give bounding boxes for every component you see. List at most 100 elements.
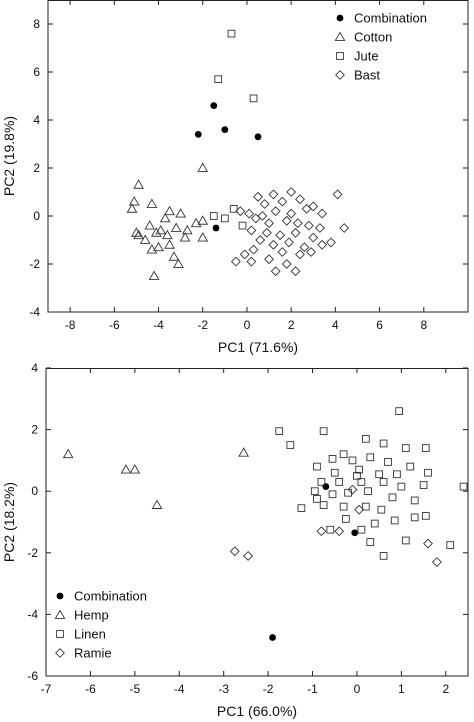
data-point-bast [290,266,301,277]
data-point-linen [319,427,328,435]
data-point-linen [319,501,328,509]
data-point-linen [406,462,415,471]
data-point-linen [401,536,410,545]
x-tick-label: 0 [244,318,251,332]
data-point-hemp [238,447,250,457]
data-point-linen [328,490,337,499]
data-point-linen [419,481,428,489]
x-tick-label: -4 [153,318,164,332]
legend-label-bast: Bast [354,68,380,83]
legend-label-hemp: Hemp [74,608,109,623]
data-point-bast [253,191,263,202]
data-point-bast [257,211,268,221]
y-tick-label: 4 [31,361,38,375]
data-point-linen [286,441,295,449]
data-point-bast [303,220,314,231]
data-point-cotton [126,203,138,213]
data-point-linen [328,455,337,463]
x-tick-label: -6 [85,682,96,696]
data-point-bast [281,259,292,269]
data-point-linen [313,495,321,503]
y-tick-label: -2 [27,546,38,560]
data-point-linen [446,541,455,549]
y-tick-label: 2 [33,161,40,175]
series-cotton [126,162,209,280]
data-point-linen [330,468,339,477]
data-point-bast [332,189,343,200]
data-point-bast [290,227,301,238]
data-point-linen [348,456,357,465]
y-tick-label: 4 [33,113,40,127]
legend-label-jute: Jute [354,49,379,64]
data-point-combination [254,133,262,141]
data-point-bast [250,213,261,224]
data-point-hemp [151,499,163,509]
data-point-linen [310,487,319,496]
x-tick-label: 2 [288,318,295,332]
legend: Combination Hemp Linen Ramie [54,589,147,661]
y-tick-label: -2 [29,257,40,271]
data-point-linen [297,504,306,512]
data-point-bast [275,230,286,241]
data-point-linen [421,444,430,452]
data-point-linen [364,487,372,496]
data-point-linen [335,478,344,486]
y-tick-label: 6 [33,65,40,79]
y-axis-title: PC2 (18.2%) [1,482,17,562]
data-point-bast [286,187,297,197]
data-point-linen [355,465,364,474]
data-point-linen [421,511,430,520]
data-point-linen [410,513,419,522]
data-point-bast [339,223,350,233]
legend-marker-jute [336,52,344,60]
data-point-bast [244,208,255,219]
data-point-ramie [354,504,365,515]
data-point-combination [194,131,202,138]
series-combination [194,102,262,232]
x-tick-label: -4 [174,682,185,696]
data-point-cotton [175,208,187,218]
data-point-bast [281,215,292,226]
chart-fibers-pca: -8 -6 -4 -2 0 2 4 6 8 -4 -2 0 2 4 6 8 PC1 (71.6%) PC2 (19… [1,0,469,355]
data-point-jute [229,204,238,213]
data-point-bast [277,196,288,207]
data-point-linen [379,478,388,486]
data-point-cotton [128,196,140,206]
data-point-linen [395,407,403,415]
data-point-jute [220,214,229,223]
data-point-cotton [168,251,180,261]
y-tick-label: 2 [31,423,38,437]
series-hemp [62,447,250,509]
data-point-linen [366,538,375,546]
data-point-cotton [159,212,171,223]
series-linen [275,407,468,560]
plot-frame [45,368,469,677]
x-tick-label: -6 [109,318,120,332]
data-point-bast [308,201,319,212]
data-point-linen [361,434,370,443]
series-combination [269,483,359,641]
legend-label-combination: Combination [74,589,147,604]
data-point-linen [410,496,419,505]
y-axis-title: PC2 (19.8%) [1,116,17,196]
data-point-bast [306,247,316,257]
data-point-cotton [190,217,202,228]
data-point-cotton [164,205,175,216]
y-tick-label: -4 [29,305,40,319]
data-point-bast [255,235,266,245]
data-point-bast [317,208,328,219]
data-point-bast [261,227,272,238]
legend: Combination Cotton Jute Bast [334,11,427,83]
data-point-hemp [62,448,74,459]
legend-label-combination: Combination [354,11,427,26]
data-point-linen [357,478,366,486]
data-point-linen [370,519,379,528]
data-point-cotton [146,244,158,254]
x-tick-label: -2 [263,682,274,696]
data-point-bast [295,194,305,205]
legend-marker-combination [336,14,344,22]
data-point-combination [212,224,220,232]
data-point-cotton [161,229,173,240]
data-point-linen [353,471,361,480]
data-point-hemp [120,464,132,474]
